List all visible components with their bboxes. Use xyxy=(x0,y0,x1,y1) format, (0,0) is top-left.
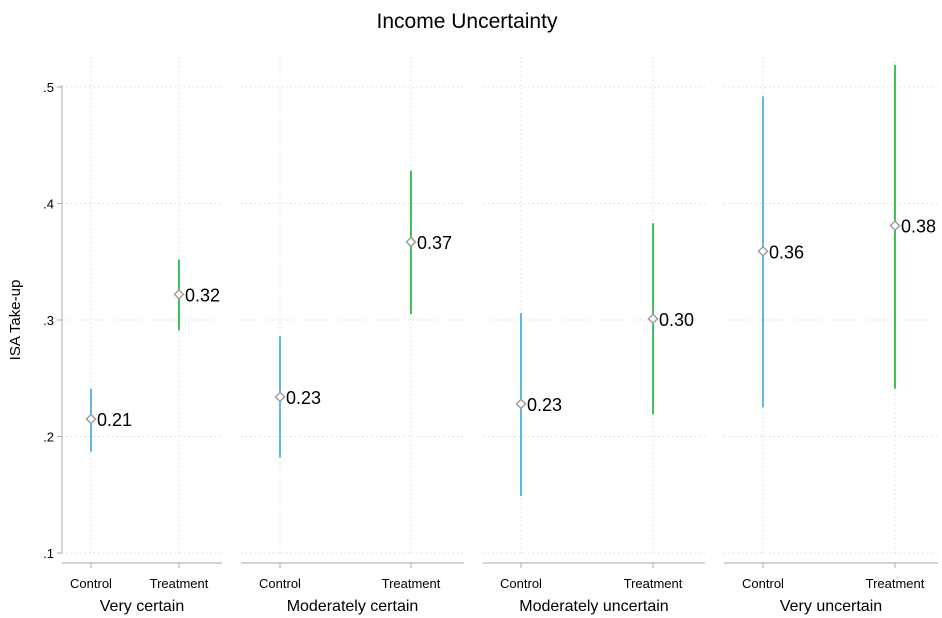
x-tick-label: Treatment xyxy=(624,576,683,591)
x-tick-label: Control xyxy=(500,576,542,591)
y-tick-label: .1 xyxy=(43,546,54,561)
data-label: 0.23 xyxy=(527,395,562,415)
data-label: 0.30 xyxy=(659,310,694,330)
y-tick-label: .4 xyxy=(43,197,54,212)
data-label: 0.21 xyxy=(97,410,132,430)
point-marker xyxy=(515,398,527,410)
panel: Control 0.36 Treatment 0.38 Very uncertain xyxy=(724,57,938,615)
point-marker xyxy=(405,236,417,248)
point-marker xyxy=(889,220,901,232)
y-axis: .1 .2 .3 .4 .5 xyxy=(43,80,63,561)
x-tick-label: Control xyxy=(70,576,112,591)
x-tick-label: Control xyxy=(742,576,784,591)
y-tick-label: .3 xyxy=(43,313,54,328)
chart-title: Income Uncertainty xyxy=(377,10,558,33)
x-tick-label: Treatment xyxy=(866,576,925,591)
y-tick-label: .2 xyxy=(43,430,54,445)
point-marker xyxy=(173,288,185,300)
x-tick-label: Treatment xyxy=(150,576,209,591)
point-marker xyxy=(274,391,286,403)
panel-label: Very uncertain xyxy=(780,598,882,615)
point-marker xyxy=(757,245,769,257)
data-label: 0.36 xyxy=(769,242,804,262)
data-label: 0.23 xyxy=(286,388,321,408)
panel: Control 0.23 Treatment 0.37 Moderately certa… xyxy=(241,57,464,615)
panel-label: Moderately uncertain xyxy=(519,598,668,615)
y-axis-title: ISA Take-up xyxy=(7,280,24,361)
point-marker xyxy=(647,313,659,325)
x-tick-label: Control xyxy=(259,576,301,591)
panel: Control 0.21 Treatment 0.32 Very certain xyxy=(62,57,222,615)
y-tick-label: .5 xyxy=(43,80,54,95)
data-label: 0.32 xyxy=(185,285,220,305)
point-marker xyxy=(85,413,97,425)
panel-label: Very certain xyxy=(100,598,184,615)
panel: Control 0.23 Treatment 0.30 Moderately uncer… xyxy=(483,57,705,615)
data-label: 0.37 xyxy=(417,233,452,253)
x-tick-label: Treatment xyxy=(382,576,441,591)
data-label: 0.38 xyxy=(901,217,936,237)
panel-label: Moderately certain xyxy=(287,598,419,615)
